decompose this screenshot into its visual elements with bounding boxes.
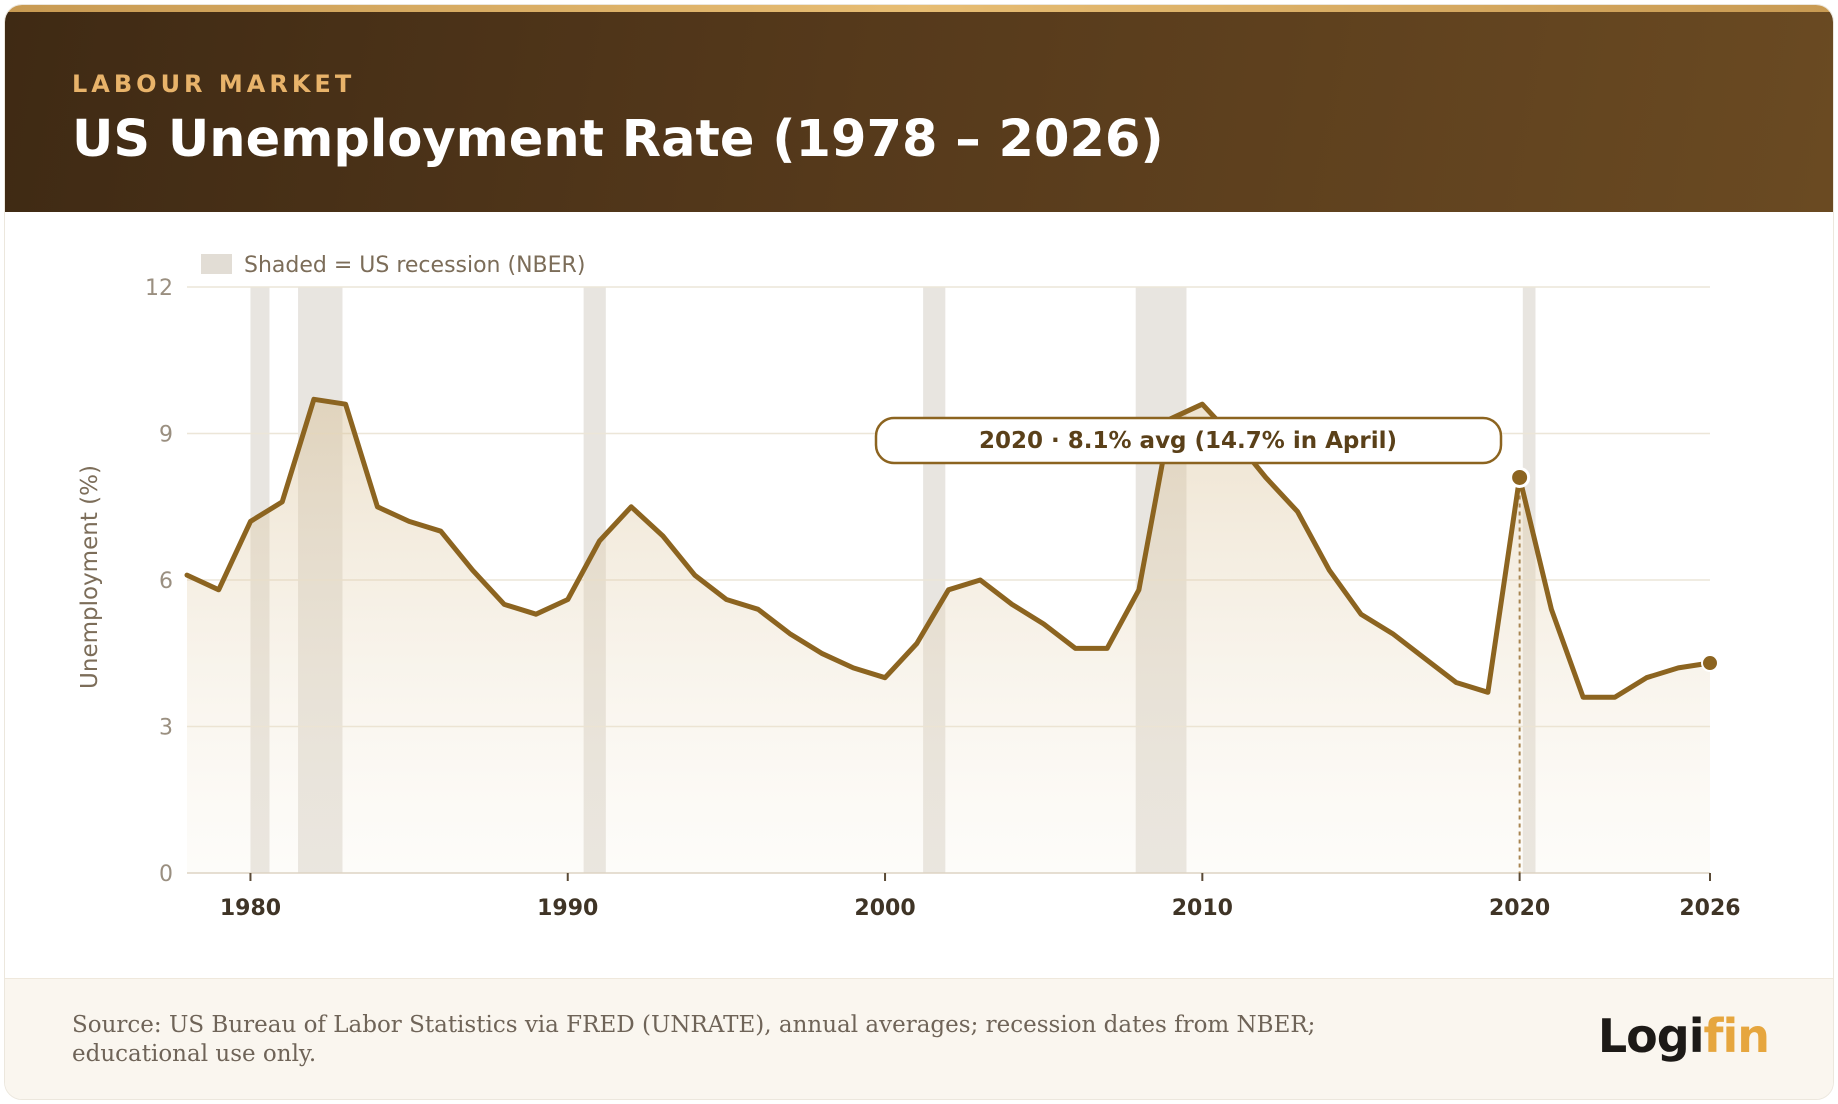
logo-accent-text: fin bbox=[1703, 1009, 1770, 1063]
y-tick-label: 0 bbox=[159, 862, 173, 887]
latest-point bbox=[1701, 654, 1719, 673]
x-tick-label: 2010 bbox=[1172, 896, 1233, 921]
x-tick-label: 1980 bbox=[220, 896, 281, 921]
annotation-label: 2020 · 8.1% avg (14.7% in April) bbox=[979, 428, 1397, 454]
legend-label: Shaded = US recession (NBER) bbox=[244, 253, 585, 278]
annotation-point bbox=[1509, 466, 1531, 488]
annotation-box bbox=[874, 416, 1503, 465]
page-title: US Unemployment Rate (1978 – 2026) bbox=[72, 110, 1164, 169]
chart-card: LABOUR MARKET US Unemployment Rate (1978… bbox=[4, 4, 1834, 1100]
y-tick-label: 12 bbox=[145, 276, 173, 301]
unemployment-chart: 0 3 6 9 12 1980 1990 2000 2010 2020 2026 Unemploy… bbox=[77, 253, 1741, 921]
y-axis-ticks: 0 3 6 9 12 bbox=[145, 276, 173, 887]
accent-stripe bbox=[5, 5, 1833, 12]
x-tick-label: 2020 bbox=[1489, 896, 1550, 921]
series-markers bbox=[1509, 466, 1719, 673]
series-area-fill bbox=[187, 399, 1710, 873]
y-tick-label: 6 bbox=[159, 569, 173, 594]
y-tick-label: 3 bbox=[159, 716, 173, 741]
x-tick-label: 1990 bbox=[537, 896, 598, 921]
eyebrow: LABOUR MARKET bbox=[72, 70, 356, 98]
y-axis-label: Unemployment (%) bbox=[77, 465, 103, 689]
source-note: Source: US Bureau of Labor Statistics vi… bbox=[72, 1012, 1316, 1067]
x-tick-label: 2000 bbox=[854, 896, 915, 921]
series-line bbox=[184, 396, 1713, 700]
logifin-logo: Logifin bbox=[1597, 1009, 1770, 1063]
y-tick-label: 9 bbox=[159, 423, 173, 448]
x-axis: 1980 1990 2000 2010 2020 2026 bbox=[187, 872, 1741, 921]
footer: Source: US Bureau of Labor Statistics vi… bbox=[5, 978, 1833, 1099]
x-tick-label: 2026 bbox=[1679, 896, 1740, 921]
header: LABOUR MARKET US Unemployment Rate (1978… bbox=[5, 12, 1833, 212]
logo-text: Logi bbox=[1597, 1009, 1705, 1063]
legend-swatch bbox=[201, 254, 232, 274]
legend: Shaded = US recession (NBER) bbox=[201, 253, 585, 278]
annotation-callout: 2020 · 8.1% avg (14.7% in April) bbox=[874, 416, 1503, 465]
